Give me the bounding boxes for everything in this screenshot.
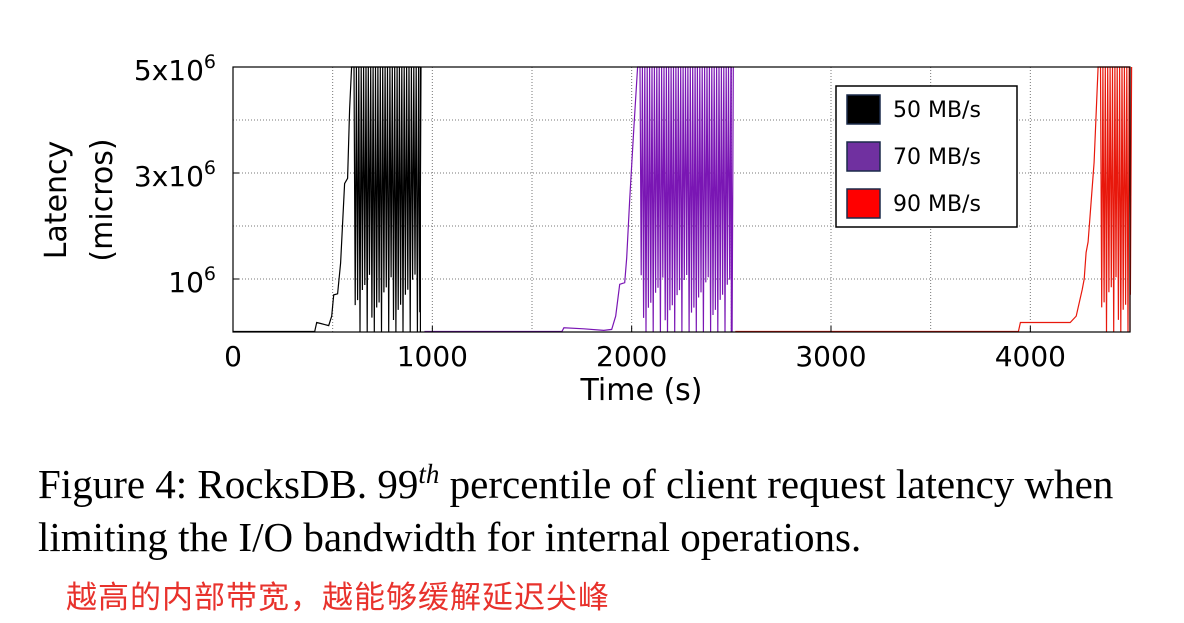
caption-suffix: percentile of client request latency whe…: [38, 461, 1114, 560]
y-tick-label: 106: [168, 263, 216, 299]
legend-swatch: [846, 188, 881, 219]
y-tick-label: 5x106: [134, 51, 216, 87]
legend-label: 90 MB/s: [893, 192, 981, 217]
legend-label: 70 MB/s: [893, 145, 981, 170]
plot-frame: [232, 66, 1131, 333]
x-tick-label: 1000: [397, 340, 468, 373]
x-axis-label: Time (s): [580, 373, 703, 408]
x-tick-label: 2000: [596, 340, 667, 373]
y-axis-label-line1: Latency: [39, 141, 74, 260]
annotation-note: 越高的内部带宽，越能够缓解延迟尖峰: [66, 580, 610, 616]
x-tick-label: 3000: [795, 340, 866, 373]
caption-superscript: th: [418, 459, 440, 489]
legend-swatch: [846, 94, 881, 125]
x-tick-label: 0: [224, 340, 242, 373]
latency-chart: 0 1000 2000 3000 4000 106 3x106 5x106 Time (s) La…: [39, 51, 1133, 408]
figure-caption: Figure 4: RocksDB. 99th percentile of cl…: [38, 458, 1158, 564]
caption-prefix: Figure 4: RocksDB. 99: [38, 461, 419, 507]
legend-swatch: [846, 141, 881, 172]
x-tick-label: 4000: [995, 340, 1066, 373]
legend: 50 MB/s 70 MB/s 90 MB/s: [835, 85, 1018, 228]
y-axis-label-line2: (micros): [85, 138, 120, 261]
legend-label: 50 MB/s: [893, 98, 981, 123]
y-tick-label: 3x106: [134, 157, 216, 193]
